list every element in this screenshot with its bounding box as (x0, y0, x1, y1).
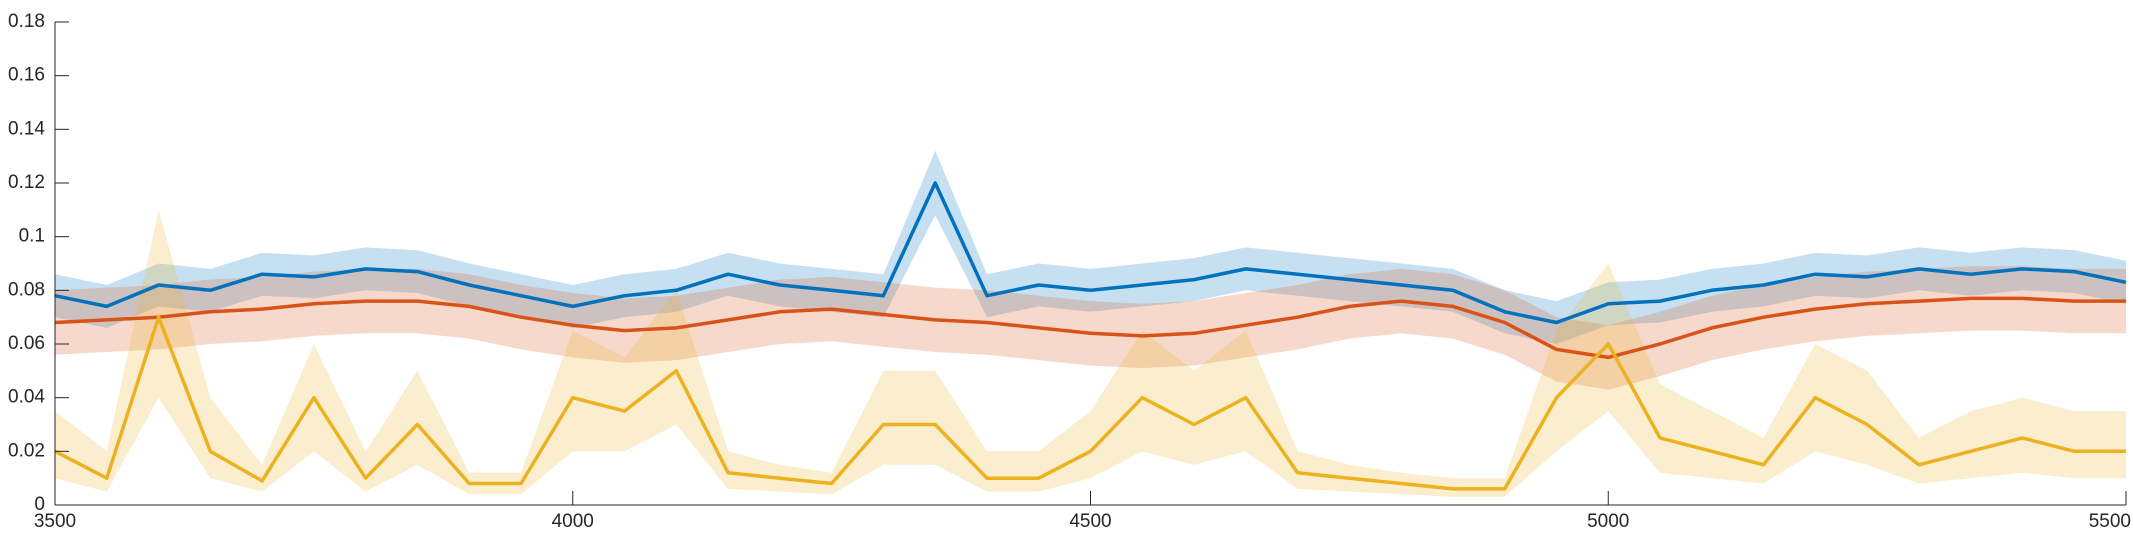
confidence-band (55, 209, 2126, 497)
y-tick-label: 0.12 (8, 172, 45, 193)
x-tick-label: 4000 (552, 511, 594, 532)
series-line (54, 315, 2126, 491)
x-tick-label: 4500 (1069, 511, 1111, 532)
series-line (54, 181, 2127, 325)
y-tick-label: 0.1 (19, 226, 45, 247)
x-tick-label: 5500 (2089, 511, 2131, 532)
y-tick-label: 0.08 (8, 279, 45, 300)
series-line (54, 296, 2126, 360)
y-tick-label: 0.04 (8, 387, 45, 408)
y-tick-label: 0.14 (8, 118, 45, 139)
confidence-band (55, 150, 2126, 344)
y-tick-label: 0.18 (8, 11, 45, 32)
y-tick-label: 0.02 (8, 440, 45, 461)
y-tick-label: 0.16 (8, 65, 45, 86)
y-tick-label: 0 (34, 494, 45, 515)
x-tick-label: 3500 (34, 511, 76, 532)
y-tick-label: 0.06 (8, 333, 45, 354)
x-tick-label: 5000 (1587, 511, 1629, 532)
